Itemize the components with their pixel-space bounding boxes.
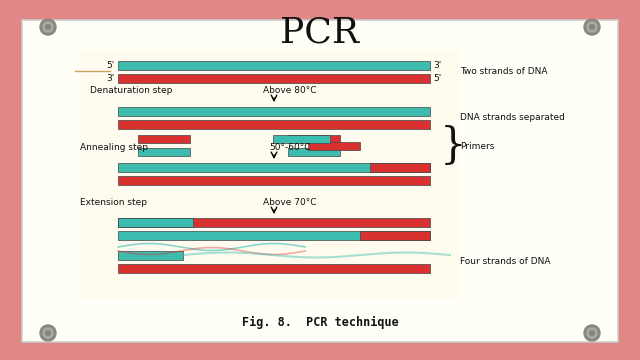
Text: Above 80°C: Above 80°C <box>263 86 317 95</box>
Circle shape <box>584 325 600 341</box>
Bar <box>118 217 193 226</box>
Circle shape <box>584 19 600 35</box>
Text: Denaturation step: Denaturation step <box>90 86 172 95</box>
Bar <box>118 217 430 226</box>
Text: PCR: PCR <box>280 15 360 49</box>
Circle shape <box>43 22 53 32</box>
Bar <box>118 176 430 185</box>
Text: 3': 3' <box>433 60 441 69</box>
Bar <box>370 162 430 171</box>
Bar <box>138 148 190 156</box>
Text: DNA strands separated: DNA strands separated <box>460 112 565 122</box>
Bar <box>138 135 190 143</box>
Bar <box>118 230 430 239</box>
Circle shape <box>43 328 53 338</box>
Bar <box>273 135 330 143</box>
Bar <box>118 73 430 82</box>
Bar <box>360 230 430 239</box>
Text: Four strands of DNA: Four strands of DNA <box>460 256 550 266</box>
Bar <box>118 162 430 171</box>
Circle shape <box>589 24 595 30</box>
Text: 5': 5' <box>107 60 115 69</box>
Circle shape <box>40 325 56 341</box>
Bar <box>308 142 360 150</box>
Text: 50°-60°C: 50°-60°C <box>269 143 311 152</box>
Text: 5': 5' <box>433 73 441 82</box>
Bar <box>118 120 430 129</box>
Bar <box>118 217 193 226</box>
Text: Two strands of DNA: Two strands of DNA <box>460 67 547 76</box>
Bar <box>118 60 430 69</box>
Bar <box>288 148 340 156</box>
Text: Extension step: Extension step <box>80 198 147 207</box>
FancyBboxPatch shape <box>80 50 460 300</box>
FancyBboxPatch shape <box>22 20 618 342</box>
Circle shape <box>40 19 56 35</box>
Text: Above 70°C: Above 70°C <box>263 198 317 207</box>
Circle shape <box>587 22 597 32</box>
Bar <box>118 264 430 273</box>
Text: 3': 3' <box>107 73 115 82</box>
Bar <box>118 251 183 260</box>
Text: Fig. 8.  PCR technique: Fig. 8. PCR technique <box>242 315 398 329</box>
Circle shape <box>589 330 595 336</box>
Circle shape <box>45 330 51 336</box>
Bar <box>118 107 430 116</box>
Circle shape <box>587 328 597 338</box>
Text: Primers: Primers <box>460 141 494 150</box>
Bar <box>288 135 340 143</box>
Circle shape <box>45 24 51 30</box>
Text: Annealing step: Annealing step <box>80 143 148 152</box>
Text: }: } <box>440 125 467 167</box>
